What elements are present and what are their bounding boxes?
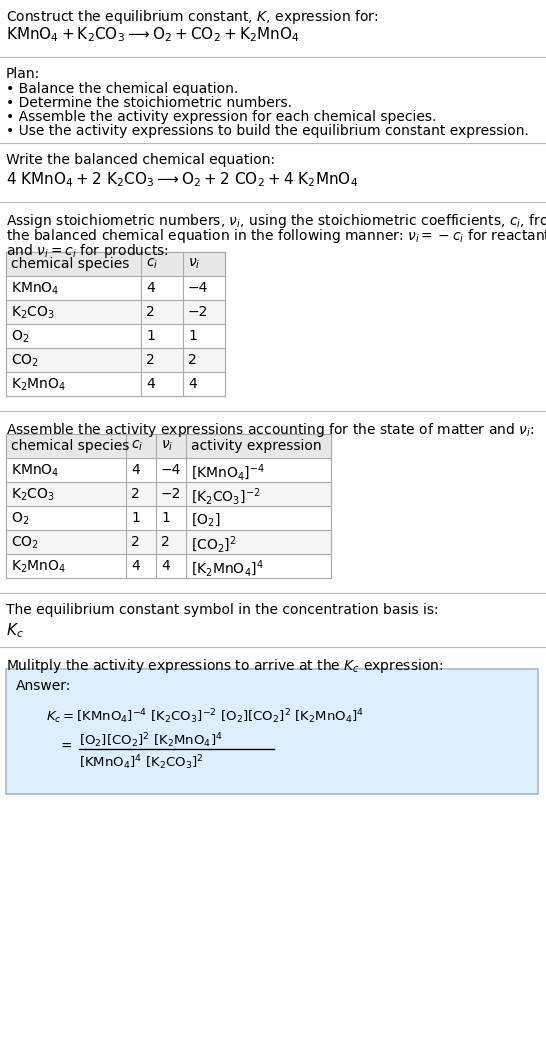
Bar	[6, 458, 331, 482]
Text: $K_c = [\mathrm{KMnO_4}]^{-4}\ [\mathrm{K_2CO_3}]^{-2}\ [\mathrm{O_2}][\mathrm{C: $K_c = [\mathrm{KMnO_4}]^{-4}\ [\mathrm{…	[46, 707, 364, 725]
Text: 1: 1	[161, 511, 170, 526]
Bar	[6, 506, 331, 530]
Text: Answer:: Answer:	[16, 679, 72, 693]
Text: 4: 4	[188, 377, 197, 391]
Text: 2: 2	[188, 353, 197, 367]
Text: $K_c$: $K_c$	[6, 621, 23, 640]
Text: $\mathrm{CO_2}$: $\mathrm{CO_2}$	[11, 353, 39, 369]
Bar	[6, 434, 331, 458]
Text: 4: 4	[146, 281, 155, 295]
Bar	[6, 252, 225, 396]
Text: 1: 1	[146, 329, 155, 343]
Text: $[\mathrm{CO_2}]^2$: $[\mathrm{CO_2}]^2$	[191, 535, 236, 555]
Text: 2: 2	[131, 535, 140, 549]
Text: $\mathrm{CO_2}$: $\mathrm{CO_2}$	[11, 535, 39, 552]
Text: Assemble the activity expressions accounting for the state of matter and $\nu_i$: Assemble the activity expressions accoun…	[6, 421, 535, 439]
Text: −2: −2	[188, 305, 209, 320]
Text: $[\mathrm{O_2}][\mathrm{CO_2}]^2\ [\mathrm{K_2MnO_4}]^4$: $[\mathrm{O_2}][\mathrm{CO_2}]^2\ [\math…	[79, 731, 223, 749]
Text: activity expression: activity expression	[191, 439, 322, 453]
Text: 2: 2	[131, 487, 140, 501]
Bar	[6, 434, 331, 578]
Text: $\mathrm{K_2CO_3}$: $\mathrm{K_2CO_3}$	[11, 305, 55, 322]
Text: Plan:: Plan:	[6, 67, 40, 81]
Text: • Assemble the activity expression for each chemical species.: • Assemble the activity expression for e…	[6, 110, 436, 124]
Bar	[6, 300, 225, 324]
Text: −2: −2	[161, 487, 181, 501]
Text: 1: 1	[188, 329, 197, 343]
Bar	[6, 482, 331, 506]
Text: and $\nu_i = c_i$ for products:: and $\nu_i = c_i$ for products:	[6, 242, 169, 260]
Text: 4: 4	[161, 559, 170, 573]
Text: $\mathrm{O_2}$: $\mathrm{O_2}$	[11, 511, 29, 528]
Text: chemical species: chemical species	[11, 439, 129, 453]
Text: Mulitply the activity expressions to arrive at the $K_c$ expression:: Mulitply the activity expressions to arr…	[6, 657, 443, 675]
Text: $\mathrm{K_2MnO_4}$: $\mathrm{K_2MnO_4}$	[11, 377, 66, 393]
FancyBboxPatch shape	[6, 669, 538, 794]
Text: The equilibrium constant symbol in the concentration basis is:: The equilibrium constant symbol in the c…	[6, 603, 438, 617]
Text: $\mathrm{KMnO_4}$: $\mathrm{KMnO_4}$	[11, 281, 60, 297]
Bar	[6, 372, 225, 396]
Text: 2: 2	[146, 353, 155, 367]
Bar	[6, 348, 225, 372]
Text: • Balance the chemical equation.: • Balance the chemical equation.	[6, 82, 238, 96]
Text: 4: 4	[146, 377, 155, 391]
Text: 2: 2	[146, 305, 155, 320]
Text: 4: 4	[131, 559, 140, 573]
Text: 4: 4	[131, 463, 140, 477]
Text: $c_i$: $c_i$	[131, 439, 143, 453]
Text: $[\mathrm{KMnO_4}]^{-4}$: $[\mathrm{KMnO_4}]^{-4}$	[191, 463, 265, 483]
Bar	[6, 276, 225, 300]
Text: 2: 2	[161, 535, 170, 549]
Text: $[\mathrm{K_2MnO_4}]^4$: $[\mathrm{K_2MnO_4}]^4$	[191, 559, 264, 579]
Text: $\mathrm{KMnO_4}$: $\mathrm{KMnO_4}$	[11, 463, 60, 479]
Bar	[6, 554, 331, 578]
Text: $\mathrm{KMnO_4 + K_2CO_3 \longrightarrow O_2 + CO_2 + K_2MnO_4}$: $\mathrm{KMnO_4 + K_2CO_3 \longrightarro…	[6, 25, 300, 44]
Text: the balanced chemical equation in the following manner: $\nu_i = -c_i$ for react: the balanced chemical equation in the fo…	[6, 227, 546, 245]
Text: Construct the equilibrium constant, $K$, expression for:: Construct the equilibrium constant, $K$,…	[6, 8, 378, 26]
Text: • Use the activity expressions to build the equilibrium constant expression.: • Use the activity expressions to build …	[6, 124, 529, 138]
Bar	[6, 324, 225, 348]
Text: $[\mathrm{O_2}]$: $[\mathrm{O_2}]$	[191, 511, 221, 528]
Text: $\nu_i$: $\nu_i$	[188, 257, 200, 271]
Text: • Determine the stoichiometric numbers.: • Determine the stoichiometric numbers.	[6, 96, 292, 110]
Bar	[6, 252, 225, 276]
Text: =: =	[61, 740, 73, 754]
Text: 1: 1	[131, 511, 140, 526]
Text: $\nu_i$: $\nu_i$	[161, 439, 174, 453]
Text: −4: −4	[161, 463, 181, 477]
Text: $\mathrm{K_2CO_3}$: $\mathrm{K_2CO_3}$	[11, 487, 55, 503]
Text: chemical species: chemical species	[11, 257, 129, 271]
Text: $\mathrm{4\ KMnO_4 + 2\ K_2CO_3 \longrightarrow O_2 + 2\ CO_2 + 4\ K_2MnO_4}$: $\mathrm{4\ KMnO_4 + 2\ K_2CO_3 \longrig…	[6, 170, 358, 189]
Text: $\mathrm{K_2MnO_4}$: $\mathrm{K_2MnO_4}$	[11, 559, 66, 575]
Text: $\mathrm{O_2}$: $\mathrm{O_2}$	[11, 329, 29, 346]
Bar	[6, 530, 331, 554]
Text: $[\mathrm{K_2CO_3}]^{-2}$: $[\mathrm{K_2CO_3}]^{-2}$	[191, 487, 260, 508]
Text: $c_i$: $c_i$	[146, 257, 158, 271]
Text: −4: −4	[188, 281, 209, 295]
Text: $[\mathrm{KMnO_4}]^4\ [\mathrm{K_2CO_3}]^2$: $[\mathrm{KMnO_4}]^4\ [\mathrm{K_2CO_3}]…	[79, 753, 204, 771]
Text: Assign stoichiometric numbers, $\nu_i$, using the stoichiometric coefficients, $: Assign stoichiometric numbers, $\nu_i$, …	[6, 212, 546, 230]
Text: Write the balanced chemical equation:: Write the balanced chemical equation:	[6, 153, 275, 167]
